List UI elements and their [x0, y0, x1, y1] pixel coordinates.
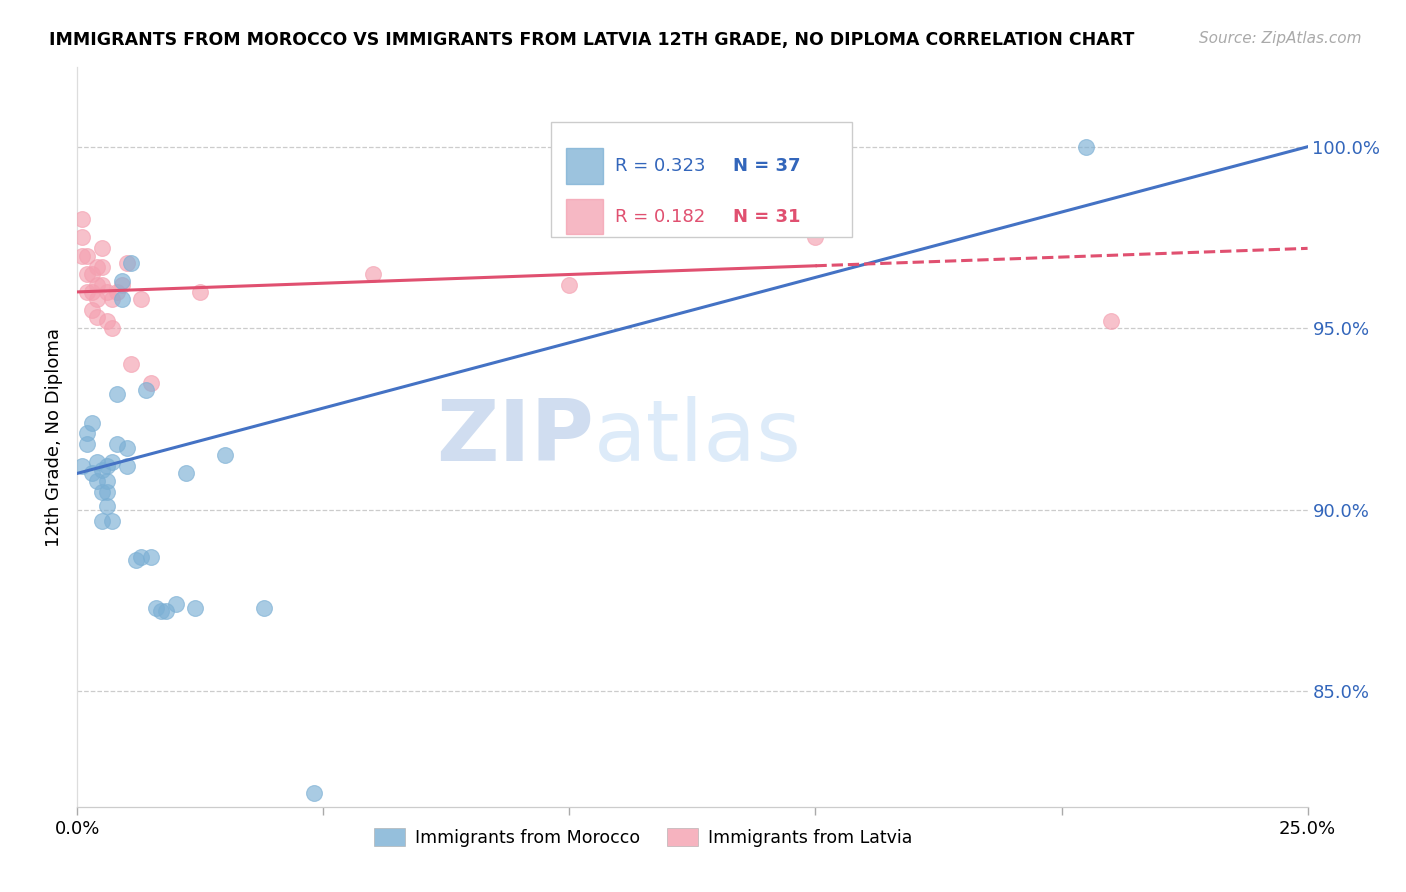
Point — [82, 416, 104, 430]
Point — [135, 383, 157, 397]
Point — [82, 285, 104, 299]
Point — [86, 277, 108, 292]
Point — [96, 285, 118, 299]
Point — [101, 514, 124, 528]
Point — [804, 230, 827, 244]
FancyBboxPatch shape — [551, 122, 852, 237]
Point — [214, 448, 236, 462]
Point — [150, 604, 173, 618]
Point — [86, 455, 108, 469]
Point — [145, 600, 167, 615]
Y-axis label: 12th Grade, No Diploma: 12th Grade, No Diploma — [45, 327, 63, 547]
Bar — [565, 148, 603, 184]
Point — [70, 230, 93, 244]
Legend: Immigrants from Morocco, Immigrants from Latvia: Immigrants from Morocco, Immigrants from… — [367, 822, 920, 855]
Point — [111, 292, 132, 306]
Point — [361, 267, 384, 281]
Point — [115, 256, 138, 270]
Point — [90, 514, 114, 528]
Point — [96, 484, 118, 499]
Point — [125, 553, 148, 567]
Point — [82, 467, 104, 481]
Point — [101, 321, 124, 335]
Point — [96, 459, 118, 474]
Point — [558, 277, 581, 292]
Text: R = 0.182: R = 0.182 — [614, 208, 706, 226]
Point — [129, 292, 153, 306]
Point — [184, 600, 207, 615]
Point — [70, 459, 93, 474]
Point — [76, 267, 98, 281]
Point — [115, 441, 138, 455]
Point — [111, 277, 132, 292]
Point — [155, 604, 177, 618]
Point — [121, 358, 143, 372]
Point — [174, 467, 197, 481]
Point — [96, 474, 118, 488]
Point — [101, 455, 124, 469]
Point — [82, 303, 104, 318]
Point — [82, 267, 104, 281]
Point — [111, 274, 132, 288]
Point — [90, 277, 114, 292]
Point — [105, 285, 128, 299]
Point — [115, 459, 138, 474]
Point — [141, 549, 163, 564]
Point — [90, 484, 114, 499]
Point — [129, 549, 153, 564]
Point — [86, 260, 108, 274]
Point — [86, 310, 108, 325]
Point — [90, 241, 114, 255]
Point — [76, 426, 98, 441]
Point — [1076, 140, 1098, 154]
Text: ZIP: ZIP — [436, 395, 595, 479]
Point — [101, 292, 124, 306]
Point — [253, 600, 276, 615]
Point — [105, 437, 128, 451]
Point — [96, 314, 118, 328]
Point — [165, 597, 187, 611]
Point — [1099, 314, 1122, 328]
Text: IMMIGRANTS FROM MOROCCO VS IMMIGRANTS FROM LATVIA 12TH GRADE, NO DIPLOMA CORRELA: IMMIGRANTS FROM MOROCCO VS IMMIGRANTS FR… — [49, 31, 1135, 49]
Point — [70, 212, 93, 227]
Point — [302, 786, 325, 800]
Point — [105, 386, 128, 401]
Point — [90, 260, 114, 274]
Point — [86, 474, 108, 488]
Point — [86, 292, 108, 306]
Text: Source: ZipAtlas.com: Source: ZipAtlas.com — [1198, 31, 1361, 46]
Point — [141, 376, 163, 390]
Text: R = 0.323: R = 0.323 — [614, 157, 706, 175]
Point — [76, 249, 98, 263]
Point — [76, 285, 98, 299]
Text: N = 37: N = 37 — [733, 157, 800, 175]
Point — [121, 256, 143, 270]
Point — [70, 249, 93, 263]
Text: atlas: atlas — [595, 395, 801, 479]
Point — [188, 285, 212, 299]
Point — [90, 463, 114, 477]
Text: N = 31: N = 31 — [733, 208, 800, 226]
Point — [96, 499, 118, 513]
Point — [76, 437, 98, 451]
Bar — [565, 199, 603, 235]
